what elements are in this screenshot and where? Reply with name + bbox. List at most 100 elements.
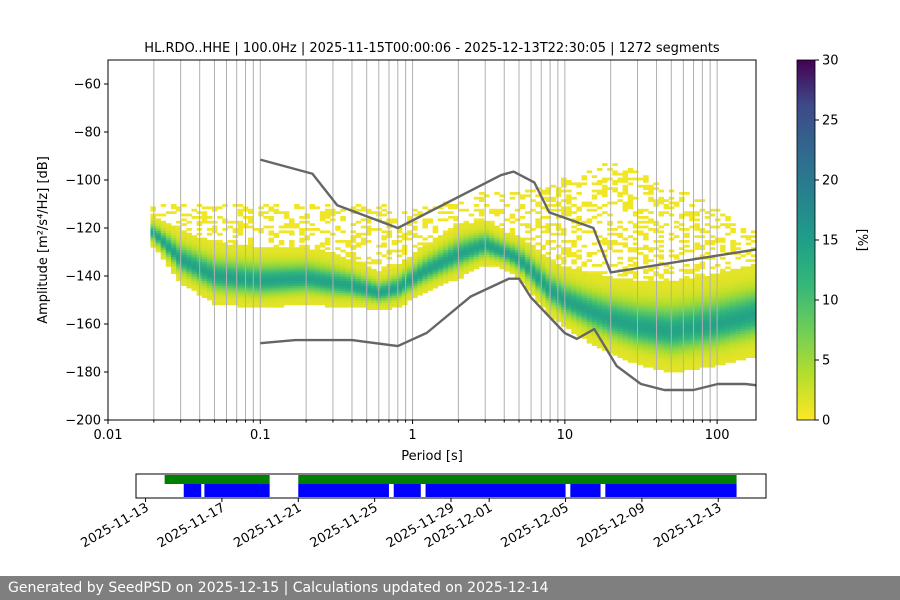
pdf-cell [704,211,711,214]
pdf-cell [571,211,577,214]
pdf-cell [576,314,582,318]
pdf-cell [294,280,300,284]
pdf-cell [355,276,362,279]
pdf-cell [694,350,700,354]
pdf-cell [253,249,259,253]
pdf-cell [581,220,588,224]
pdf-cell [299,256,305,260]
pdf-cell [299,264,305,267]
pdf-cell [319,276,326,279]
pdf-cell [694,355,700,358]
pdf-cell [525,285,531,289]
pdf-cell [489,259,495,262]
pdf-cell [427,280,434,284]
pdf-cell [247,295,254,298]
pdf-cell [632,355,639,358]
pdf-cell [632,333,639,337]
pdf-cell [453,254,459,258]
pdf-cell [278,288,285,291]
pdf-cell [227,273,233,277]
pdf-cell [591,304,598,308]
pdf-cell [658,326,665,330]
pdf-cell [381,254,387,258]
pdf-cell [150,225,156,229]
pdf-cell [540,273,546,277]
pdf-cell [176,220,182,224]
pdf-cell [694,292,700,296]
pdf-cell [258,252,264,255]
pdf-cell [504,252,511,255]
pdf-cell [581,331,588,334]
pdf-cell [268,259,275,262]
pdf-cell [648,340,654,344]
pdf-cell [632,225,639,229]
pdf-cell [345,290,351,294]
pdf-cell [586,288,593,291]
pdf-cell [679,321,685,325]
pdf-cell [566,206,572,210]
pdf-cell [607,168,613,171]
pdf-cell [602,326,608,330]
pdf-cell [227,283,233,286]
pdf-cell [453,249,459,253]
pdf-cell [622,343,629,346]
pdf-cell [591,204,598,207]
pdf-cell [602,336,608,339]
pdf-cell [201,256,208,260]
pdf-cell [314,292,321,296]
pdf-cell [622,271,629,274]
pdf-cell [694,319,700,322]
pdf-cell [602,204,608,207]
pdf-cell [365,271,372,274]
pdf-cell [586,307,593,310]
pdf-cell [714,297,721,301]
pdf-cell [694,357,700,361]
pdf-cell [155,232,162,236]
pdf-cell [596,340,603,344]
pdf-cell [622,355,629,358]
pdf-cell [673,288,680,291]
pdf-cell [663,348,670,351]
pdf-cell [463,268,470,272]
psd-bar [605,484,737,497]
pdf-cell [304,302,310,306]
pdf-cell [268,206,275,210]
pdf-cell [679,324,685,327]
pdf-cell [622,312,629,315]
pdf-cell [591,273,598,277]
pdf-cell [181,235,187,238]
pdf-cell [391,264,398,267]
pdf-cell [396,249,403,253]
pdf-cell [227,276,233,279]
pdf-cell [679,192,685,195]
pdf-cell [643,237,649,241]
pdf-cell [596,321,603,325]
pdf-cell [622,314,629,318]
pdf-cell [324,259,331,262]
pdf-cell [617,261,623,265]
pdf-cell [735,357,741,361]
psd-bar [204,484,270,497]
pdf-cell [622,321,629,325]
pdf-cell [607,228,613,231]
pdf-cell [453,271,459,274]
pdf-cell [540,189,546,193]
pdf-cell [663,292,670,296]
pdf-cell [560,177,567,181]
pdf-cell [591,340,598,344]
pdf-cell [648,324,654,327]
pdf-cell [596,343,603,346]
pdf-cell [160,252,167,255]
pdf-cell [160,225,167,229]
pdf-cell [730,247,736,250]
pdf-cell [725,326,731,330]
pdf-cell [253,302,259,306]
pdf-cell [750,314,756,318]
pdf-cell [643,290,649,294]
pdf-cell [632,242,639,246]
pdf-cell [658,292,665,296]
colorbar-tick-label: 20 [822,174,839,189]
pdf-cell [371,259,377,262]
pdf-cell [740,348,747,351]
pdf-cell [191,249,198,253]
